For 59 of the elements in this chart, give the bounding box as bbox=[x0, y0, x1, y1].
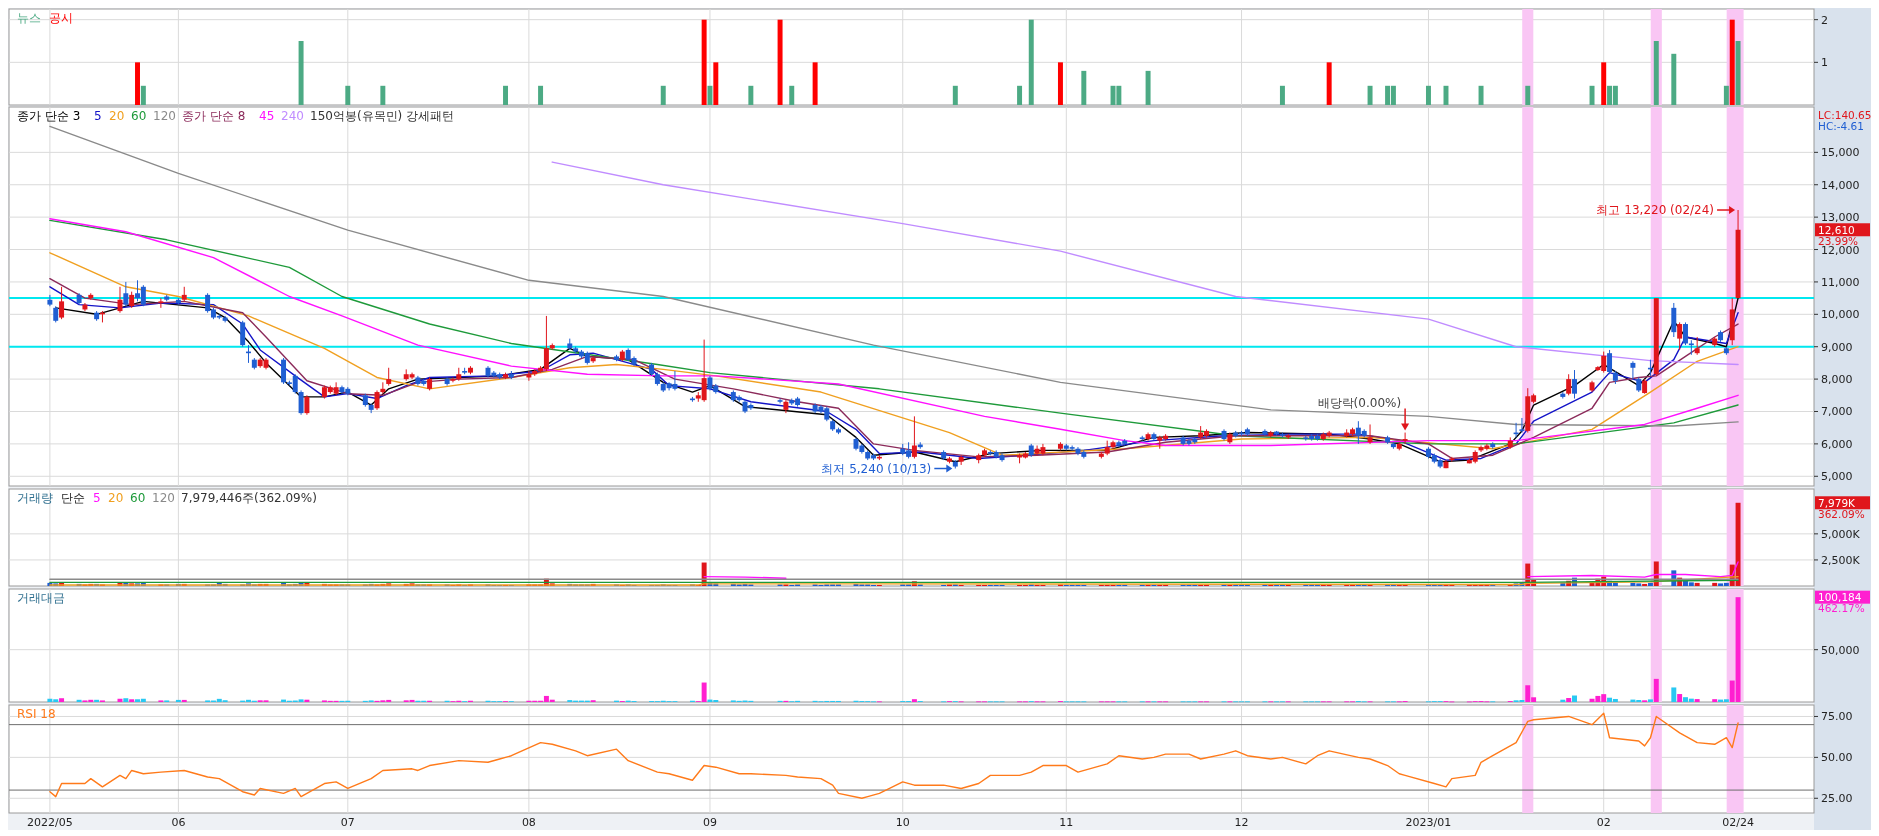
text: 462.17% bbox=[1818, 602, 1865, 615]
y-tick-label: 10,000 bbox=[1821, 308, 1860, 322]
text: HC:-4.61 bbox=[1818, 120, 1864, 132]
x-tick-label: 12 bbox=[1234, 816, 1249, 829]
x-tick-label: 06 bbox=[171, 816, 186, 829]
y-tick-label: 7,000 bbox=[1821, 405, 1853, 419]
y-tick-label: 14,000 bbox=[1821, 178, 1860, 192]
text: 뉴스 bbox=[17, 11, 41, 25]
text: 362.09% bbox=[1818, 507, 1865, 520]
y-tick-label: 8,000 bbox=[1821, 373, 1853, 387]
chart-title: 거래량 bbox=[17, 491, 53, 505]
chart-subtitle: 7,979,446주(362.09%) bbox=[181, 491, 317, 505]
annotation: 최고 13,220 (02/24) bbox=[1596, 203, 1715, 218]
text: 100,184 bbox=[1818, 591, 1862, 604]
x-tick-label: 2022/05 bbox=[27, 816, 73, 829]
text: 7,979K bbox=[1818, 496, 1857, 509]
x-tick-label: 08 bbox=[521, 816, 536, 829]
text: 12,610 bbox=[1818, 223, 1855, 236]
text: 60 bbox=[131, 109, 147, 123]
text: 5 bbox=[93, 491, 101, 505]
y-tick-label: 9,000 bbox=[1821, 340, 1853, 354]
y-tick-label: 2 bbox=[1821, 13, 1828, 27]
x-tick-label: 02 bbox=[1596, 816, 1611, 829]
x-tick-label: 02/24 bbox=[1722, 816, 1754, 829]
y-tick-label: 15,000 bbox=[1821, 146, 1860, 160]
chart-title: 거래대금 bbox=[17, 591, 65, 605]
text: LC:140.65 bbox=[1818, 109, 1872, 121]
text: 20 bbox=[108, 491, 124, 505]
y-tick-label: 25.00 bbox=[1821, 792, 1853, 806]
legend-title: 단순 bbox=[61, 491, 85, 505]
text: 120 bbox=[153, 109, 176, 123]
text: 45 bbox=[259, 109, 275, 123]
text: 5 bbox=[94, 109, 102, 123]
chart-subtitle: 150억봉(유목민) 강세패턴 bbox=[310, 109, 455, 123]
y-tick-label: 13,000 bbox=[1821, 211, 1860, 225]
text: 공시 bbox=[49, 11, 73, 25]
text: 종가 단순 3 bbox=[17, 109, 81, 123]
y-tick-label: 50.00 bbox=[1821, 751, 1853, 765]
text: 60 bbox=[130, 491, 146, 505]
y-tick-label: 11,000 bbox=[1821, 275, 1860, 289]
annotation: 최저 5,240 (10/13) bbox=[821, 461, 932, 476]
text: 120 bbox=[152, 491, 175, 505]
x-tick-label: 09 bbox=[702, 816, 717, 829]
x-tick-label: 07 bbox=[340, 816, 355, 829]
y-tick-label: 5,000 bbox=[1821, 470, 1853, 484]
y-tick-label: 75.00 bbox=[1821, 710, 1853, 724]
y-tick-label: 6,000 bbox=[1821, 437, 1853, 451]
y-tick-label: 1 bbox=[1821, 56, 1828, 70]
x-tick-label: 2023/01 bbox=[1405, 816, 1452, 829]
text: 20 bbox=[109, 109, 125, 123]
y-tick-label: 50,000 bbox=[1821, 643, 1860, 657]
annotation: 배당락(0.00%) bbox=[1317, 395, 1402, 410]
x-tick-label: 11 bbox=[1059, 816, 1074, 829]
y-tick-label: 2,500K bbox=[1821, 553, 1861, 567]
y-tick-label: 5,000K bbox=[1821, 527, 1861, 541]
text: 240 bbox=[281, 109, 304, 123]
chart-title: RSI 18 bbox=[17, 707, 56, 721]
text: 종가 단순 8 bbox=[182, 109, 246, 123]
x-tick-label: 10 bbox=[895, 816, 910, 829]
